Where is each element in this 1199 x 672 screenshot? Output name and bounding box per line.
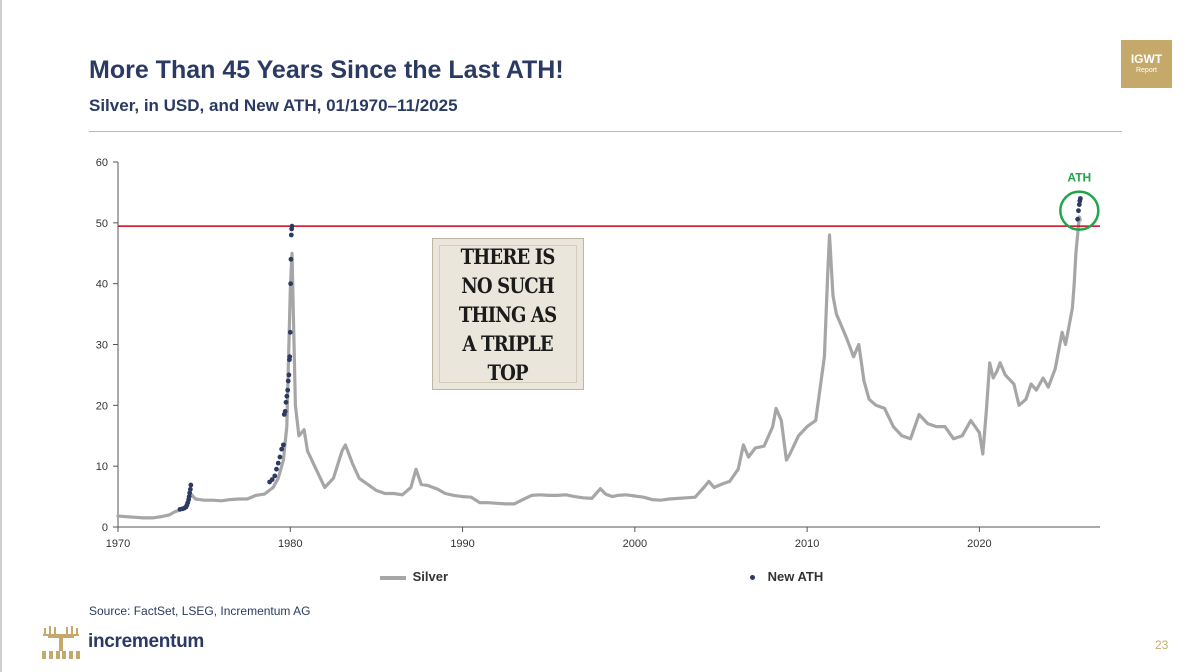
new-ath-point — [1075, 216, 1081, 222]
x-tick-label: 1990 — [450, 538, 474, 550]
poster-text: THERE IS NO SUCH THING AS A TRIPLE TOP — [459, 243, 557, 385]
new-ath-point — [285, 387, 291, 393]
incrementum-logo-text: incrementum — [88, 631, 205, 652]
page-title: More Than 45 Years Since the Last ATH! — [89, 56, 564, 84]
new-ath-point — [269, 477, 275, 482]
y-tick-label: 60 — [96, 157, 108, 169]
incrementum-tree-logo-icon — [42, 626, 80, 659]
new-ath-point — [186, 494, 192, 499]
legend-item-new-ath: New ATH — [750, 569, 823, 584]
new-ath-point — [288, 281, 294, 287]
x-tick-label: 1970 — [106, 538, 130, 550]
y-tick-label: 0 — [102, 522, 108, 534]
new-ath-point — [280, 442, 286, 448]
y-tick-label: 40 — [96, 279, 108, 291]
y-tick-label: 50 — [96, 218, 108, 230]
new-ath-point — [287, 329, 293, 335]
new-ath-point — [282, 409, 288, 414]
legend-silver-label: Silver — [412, 569, 449, 584]
legend-item-silver: Silver — [380, 569, 448, 584]
title-divider — [89, 131, 1122, 132]
igwt-report-badge: IGWT Report — [1121, 40, 1172, 88]
new-ath-point — [188, 482, 194, 488]
new-ath-point — [187, 486, 193, 492]
triple-top-poster: THERE IS NO SUCH THING AS A TRIPLE TOP — [432, 238, 584, 390]
new-ath-point — [288, 256, 294, 262]
y-tick-label: 30 — [96, 340, 108, 352]
badge-subtitle: Report — [1135, 67, 1157, 74]
new-ath-point — [1076, 208, 1081, 214]
new-ath-point — [275, 460, 281, 466]
source-note: Source: FactSet, LSEG, Incrementum AG — [89, 604, 311, 618]
new-ath-point — [285, 378, 291, 384]
page-subtitle: Silver, in USD, and New ATH, 01/1970–11/… — [89, 96, 458, 115]
ath-highlight-circle — [1059, 190, 1100, 231]
x-tick-label: 2000 — [623, 538, 647, 550]
y-tick-label: 10 — [96, 461, 108, 473]
page-number: 23 — [1155, 638, 1169, 652]
new-ath-point — [287, 354, 293, 360]
legend-ath-label: New ATH — [767, 569, 824, 584]
new-ath-point — [274, 466, 279, 472]
new-ath-point — [288, 232, 294, 238]
new-ath-point — [1077, 196, 1083, 201]
new-ath-point — [279, 446, 285, 452]
x-tick-label: 2020 — [967, 538, 991, 550]
slide-left-border — [0, 0, 2, 672]
new-ath-point — [277, 454, 283, 460]
new-ath-point — [272, 473, 278, 479]
new-ath-point — [284, 393, 290, 399]
silver-price-series-line — [116, 215, 1082, 520]
x-tick-label: 2010 — [795, 538, 819, 550]
x-tick-label: 1980 — [278, 538, 302, 550]
new-ath-point — [283, 399, 289, 405]
new-ath-point — [1076, 202, 1082, 207]
legend-silver-swatch — [380, 575, 406, 580]
new-ath-point — [286, 372, 292, 378]
badge-title: IGWT — [1130, 52, 1163, 66]
ath-annotation-label: ATH — [1067, 171, 1091, 185]
new-ath-point — [187, 490, 193, 496]
new-ath-point — [289, 223, 295, 229]
legend-ath-swatch — [750, 575, 755, 581]
y-tick-label: 20 — [96, 400, 108, 412]
poster-frame: THERE IS NO SUCH THING AS A TRIPLE TOP — [439, 244, 577, 385]
